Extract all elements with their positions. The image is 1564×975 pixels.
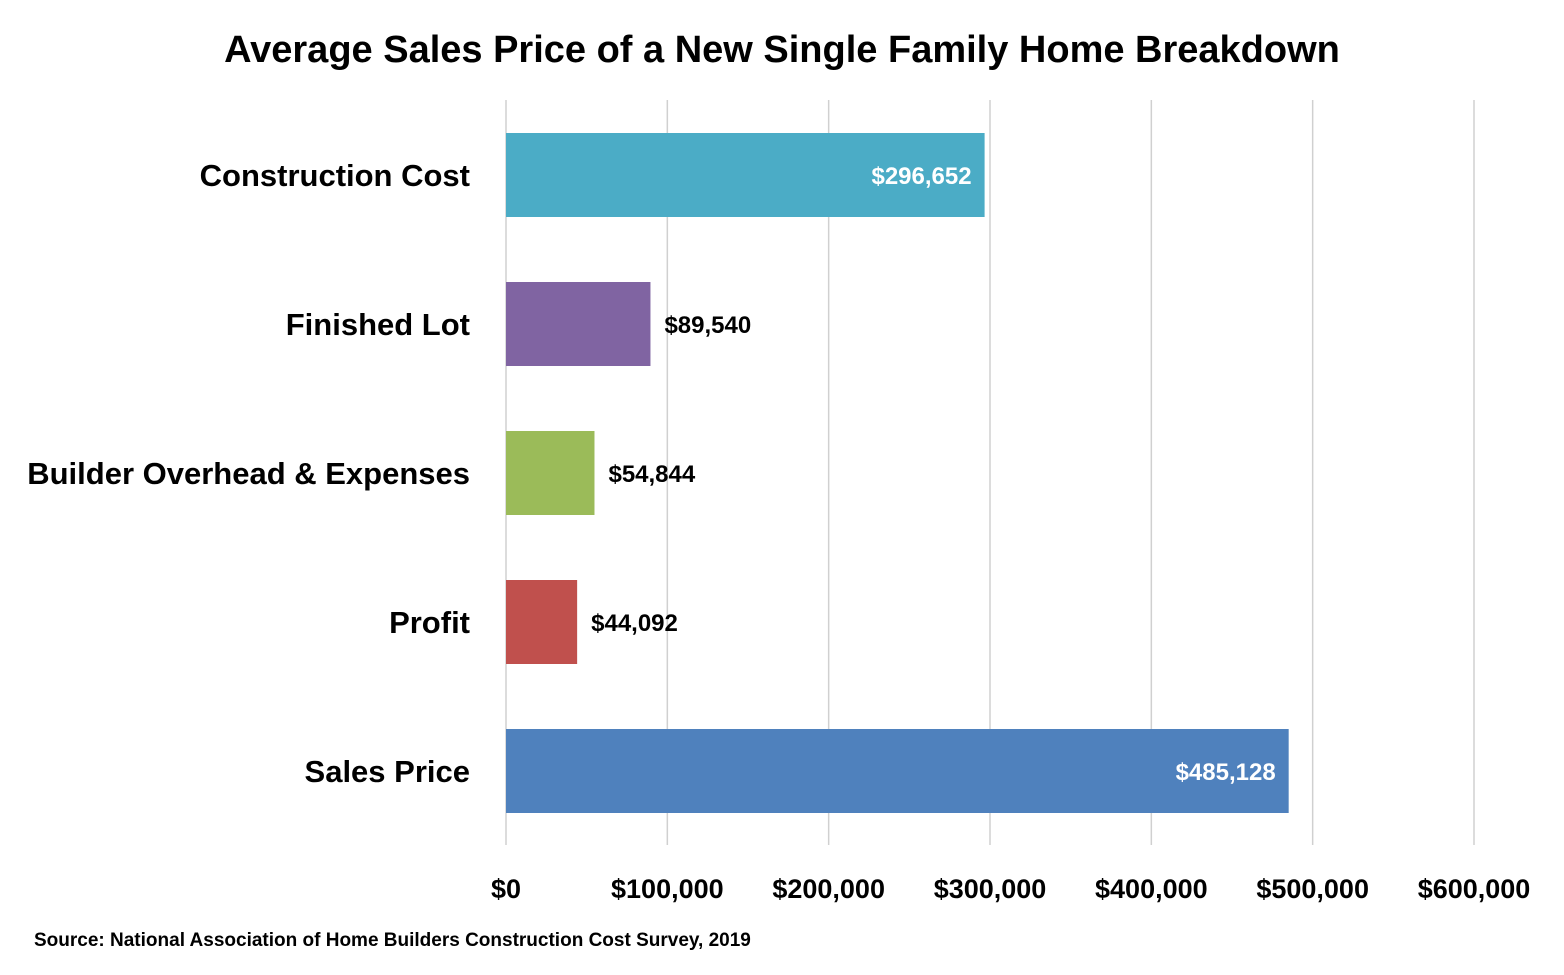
category-label: Profit — [389, 605, 470, 640]
x-tick-label: $500,000 — [1256, 874, 1369, 904]
x-tick-label: $200,000 — [772, 874, 885, 904]
category-labels: Construction Cost Finished Lot Builder Ove… — [27, 158, 470, 789]
x-tick-label: $0 — [491, 874, 521, 904]
category-label: Construction Cost — [200, 158, 470, 193]
bar-2 — [506, 282, 651, 366]
x-axis-tick-labels: $0 $100,000 $200,000 $300,000 $400,000 $500,0… — [491, 874, 1530, 904]
x-tick-label: $100,000 — [611, 874, 724, 904]
bars — [506, 133, 1289, 813]
category-label: Sales Price — [305, 754, 470, 789]
bar-4 — [506, 580, 578, 664]
x-tick-label: $300,000 — [934, 874, 1047, 904]
category-label: Builder Overhead & Expenses — [27, 456, 470, 491]
data-label: $54,844 — [608, 461, 695, 488]
data-label: $296,652 — [871, 163, 971, 190]
category-label: Finished Lot — [286, 307, 470, 342]
data-label: $89,540 — [664, 312, 751, 339]
data-labels: $296,652 $89,540 $54,844 $44,092 $485,128 — [591, 163, 1276, 786]
data-label: $44,092 — [591, 610, 678, 637]
x-tick-label: $600,000 — [1418, 874, 1531, 904]
gridlines — [505, 100, 1475, 845]
bar-3 — [506, 431, 595, 515]
data-label: $485,128 — [1176, 759, 1276, 786]
source-note: Source: National Association of Home Bui… — [34, 930, 751, 951]
bar-5 — [506, 729, 1289, 813]
x-tick-label: $400,000 — [1095, 874, 1208, 904]
chart-title: Average Sales Price of a New Single Fami… — [224, 29, 1340, 71]
bar-1 — [506, 133, 985, 217]
